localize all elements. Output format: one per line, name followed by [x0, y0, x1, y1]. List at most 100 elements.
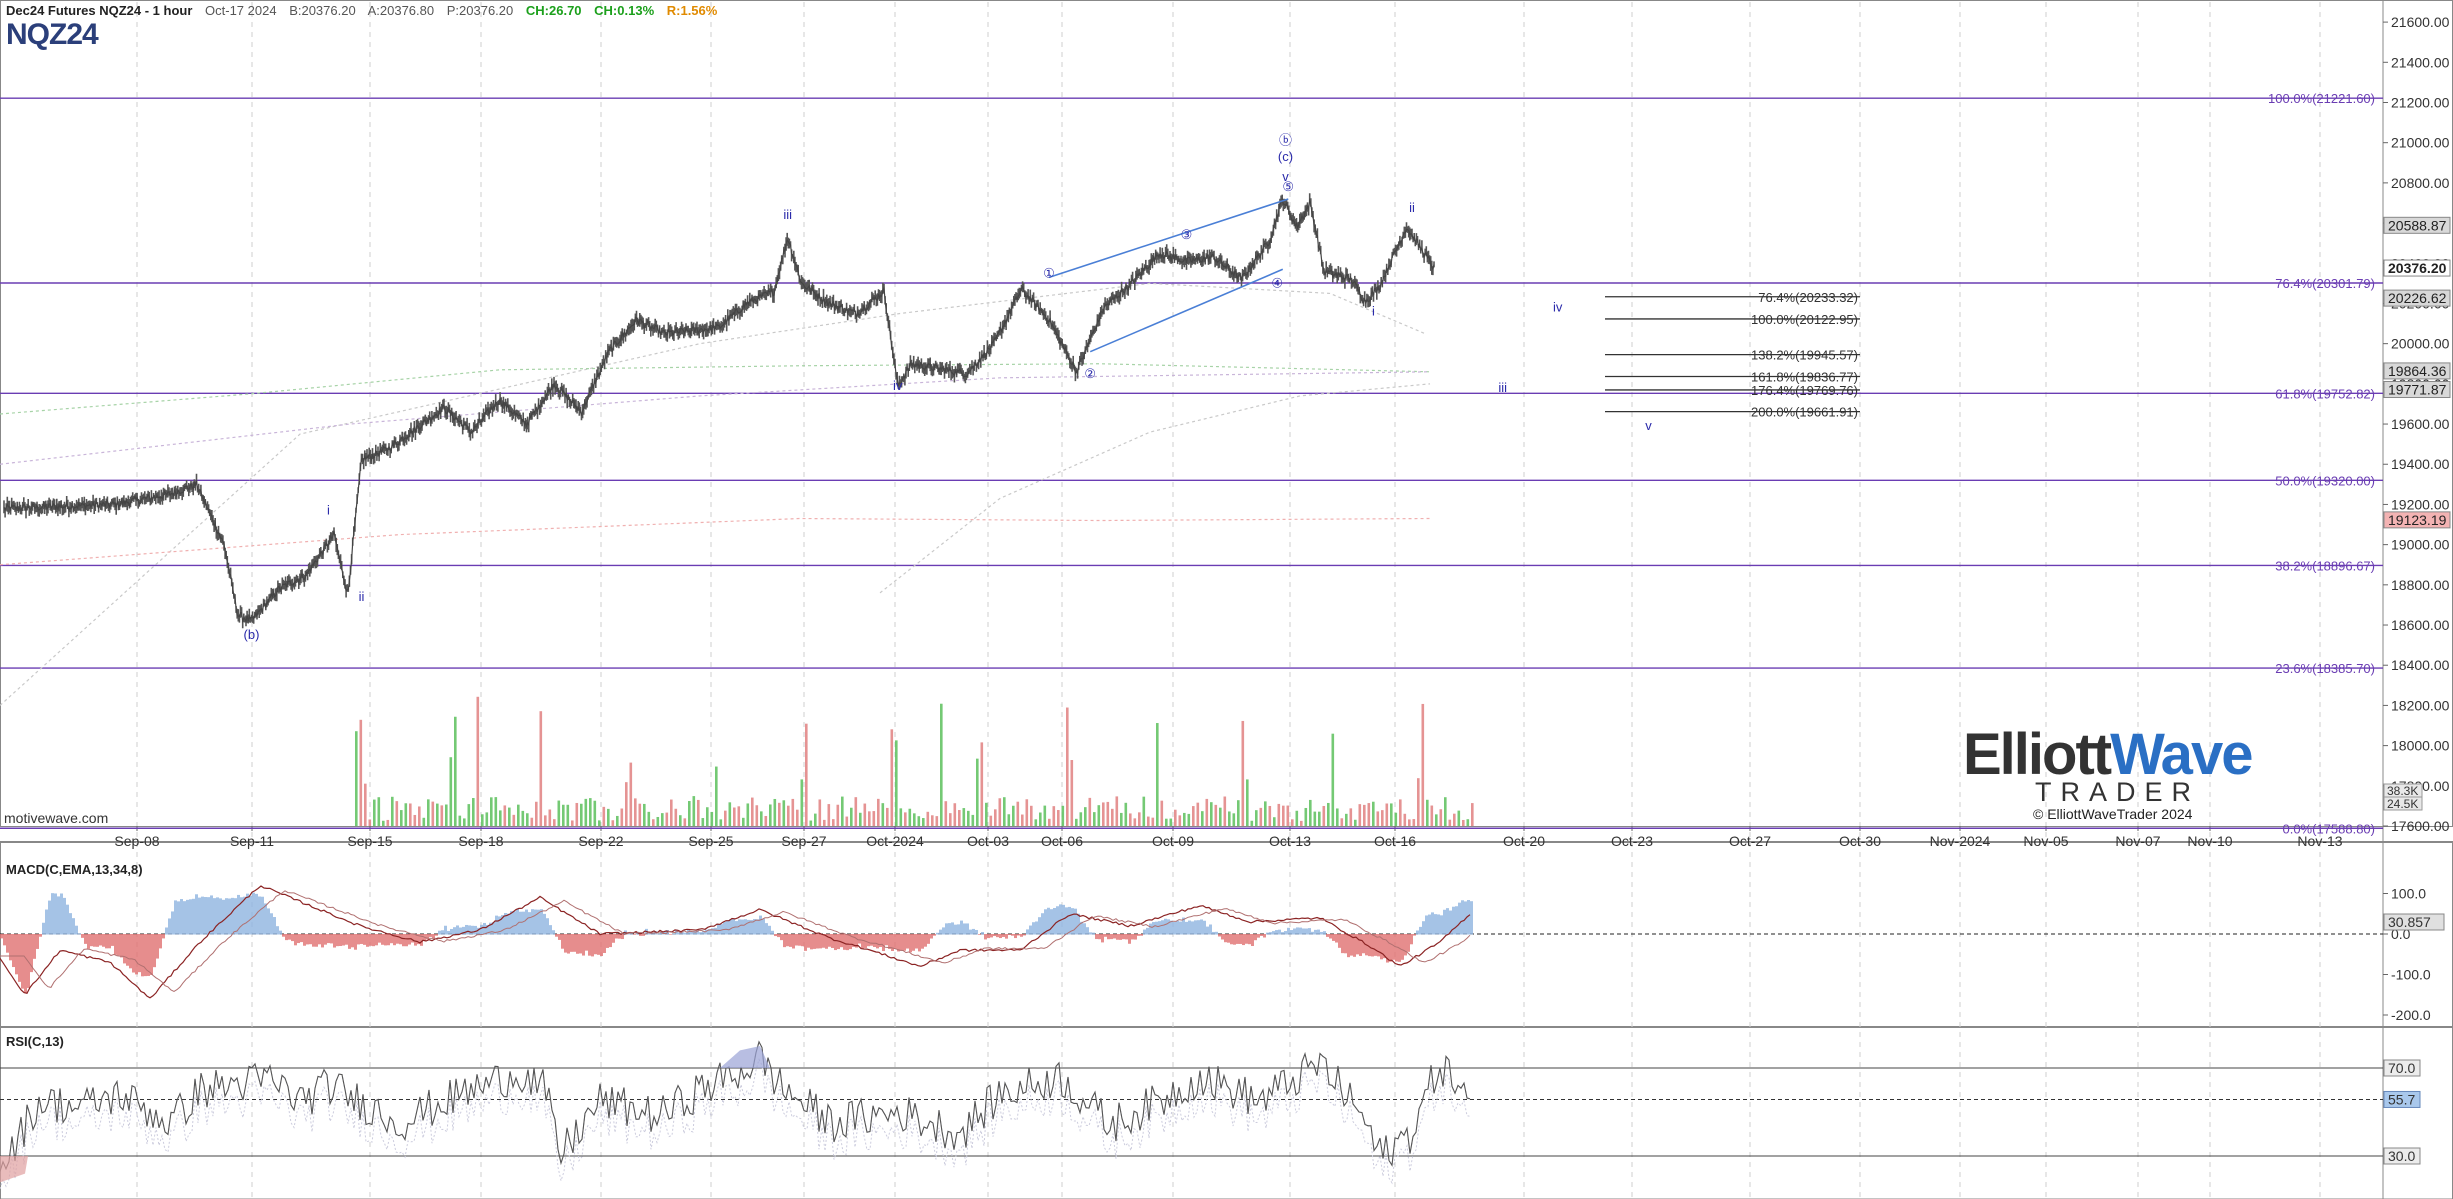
volume-bar: [1363, 804, 1366, 826]
macd-hist-bar: [1122, 934, 1125, 940]
macd-hist-bar: [261, 896, 264, 935]
volume-bar: [629, 762, 633, 826]
macd-hist-bar: [1044, 909, 1047, 935]
volume-bar: [1228, 811, 1231, 826]
volume-bar: [701, 818, 705, 826]
macd-hist-bar: [387, 934, 390, 946]
macd-hist-bar: [384, 934, 387, 946]
macd-hist-bar: [291, 934, 294, 942]
volume-bar: [485, 812, 489, 826]
macd-hist-bar: [300, 934, 303, 943]
macd-hist-bar: [294, 934, 297, 946]
macd-hist-bar: [1092, 932, 1095, 935]
macd-hist-bar: [588, 934, 591, 956]
macd-hist-bar: [9, 934, 12, 961]
macd-hist-bar: [999, 934, 1002, 939]
macd-hist-bar: [1020, 934, 1023, 937]
macd-hist-bar: [0, 934, 3, 939]
x-tick-label: Nov-05: [2023, 833, 2068, 849]
volume-bar: [854, 797, 858, 826]
macd-hist-bar: [12, 934, 15, 968]
trend-line: [1048, 198, 1289, 279]
volume-bar: [395, 801, 399, 826]
macd-hist-bar: [222, 899, 225, 935]
macd-hist-bar: [924, 934, 927, 947]
macd-hist-bar: [351, 934, 354, 948]
macd-hist-bar: [189, 899, 192, 935]
macd-hist-bar: [381, 934, 384, 945]
macd-hist-bar: [1392, 934, 1395, 960]
macd-hist-bar: [306, 934, 309, 945]
price-box: [2383, 381, 2451, 399]
macd-hist-bar: [1317, 929, 1320, 935]
macd-hist-bar: [489, 922, 492, 935]
volume-bar: [1214, 804, 1218, 826]
volume-bar: [526, 813, 529, 826]
volume-bar: [1007, 814, 1011, 826]
volume-bar: [1372, 801, 1375, 826]
volume-bar: [1052, 806, 1056, 826]
macd-hist-bar: [333, 934, 336, 948]
macd-hist-bar: [561, 934, 564, 949]
macd-hist-bar: [1353, 934, 1356, 957]
x-tick-label: Sep-15: [347, 833, 392, 849]
volume-bar: [1030, 805, 1033, 826]
price-box: [2383, 511, 2451, 529]
macd-hist-bar: [1104, 934, 1107, 937]
macd-hist-bar: [855, 934, 858, 948]
volume-bar: [1376, 811, 1380, 826]
volume-bar: [823, 819, 826, 826]
macd-hist-bar: [801, 934, 804, 947]
volume-bar: [989, 815, 993, 826]
volume-bar: [1309, 799, 1312, 826]
macd-hist-bar: [1149, 923, 1152, 935]
volume-bar: [1408, 819, 1411, 826]
volume-box: [2383, 796, 2423, 811]
macd-hist-bar: [882, 934, 885, 952]
volume-bar: [1075, 818, 1078, 826]
macd-hist-bar: [543, 913, 546, 935]
change-pct-label: CH:0.13%: [594, 3, 655, 18]
macd-hist-bar: [1227, 934, 1230, 943]
logo-subtitle: TRADER: [2035, 777, 2201, 807]
fib-label: 23.6%(18385.70): [2275, 661, 2375, 676]
macd-hist-bar: [1083, 923, 1086, 935]
macd-hist-bar: [621, 934, 624, 940]
moving-average-line: [0, 371, 1431, 465]
y-tick-label: 19000.00: [2391, 537, 2450, 553]
macd-hist-bar: [1026, 929, 1029, 935]
macd-hist-bar: [225, 898, 228, 935]
macd-hist-bar: [60, 893, 63, 935]
volume-bar: [368, 819, 372, 826]
macd-hist-bar: [279, 930, 282, 935]
price-box: [2383, 259, 2451, 277]
macd-hist-bar: [228, 898, 231, 935]
fib-label: 61.8%(19752.82): [2275, 386, 2375, 401]
volume-bar: [710, 811, 714, 826]
macd-hist-bar: [1140, 934, 1143, 936]
volume-bar: [728, 802, 732, 826]
volume-bar: [391, 796, 394, 826]
macd-hist-bar: [657, 933, 660, 935]
macd-hist-bar: [1347, 934, 1350, 958]
y-tick-label: 19200.00: [2391, 496, 2450, 512]
x-axis: Sep-08 Sep-11 Sep-15 Sep-18 Sep-22 Sep-25 Sep-…: [114, 2, 2343, 1197]
volume-bar: [1268, 805, 1272, 826]
macd-hist-bar: [366, 934, 369, 947]
volume-bar: [692, 796, 696, 826]
volume-bar: [1246, 779, 1249, 826]
macd-hist-bar: [774, 934, 777, 937]
price-line: [3, 197, 1435, 624]
macd-hist-bar: [858, 934, 861, 944]
macd-hist-bar: [1278, 929, 1281, 935]
price-label: P:20376.20: [446, 3, 514, 18]
macd-hist-bar: [1110, 934, 1113, 940]
macd-hist-bar: [696, 930, 699, 935]
macd-hist-bar: [594, 934, 597, 955]
change-label: CH:26.70: [525, 3, 582, 18]
volume-bar: [733, 807, 736, 826]
volume-bar: [1412, 819, 1416, 826]
macd-hist-bar: [1155, 921, 1158, 935]
volume-bar: [1147, 816, 1150, 826]
volume-bar: [1097, 805, 1101, 826]
